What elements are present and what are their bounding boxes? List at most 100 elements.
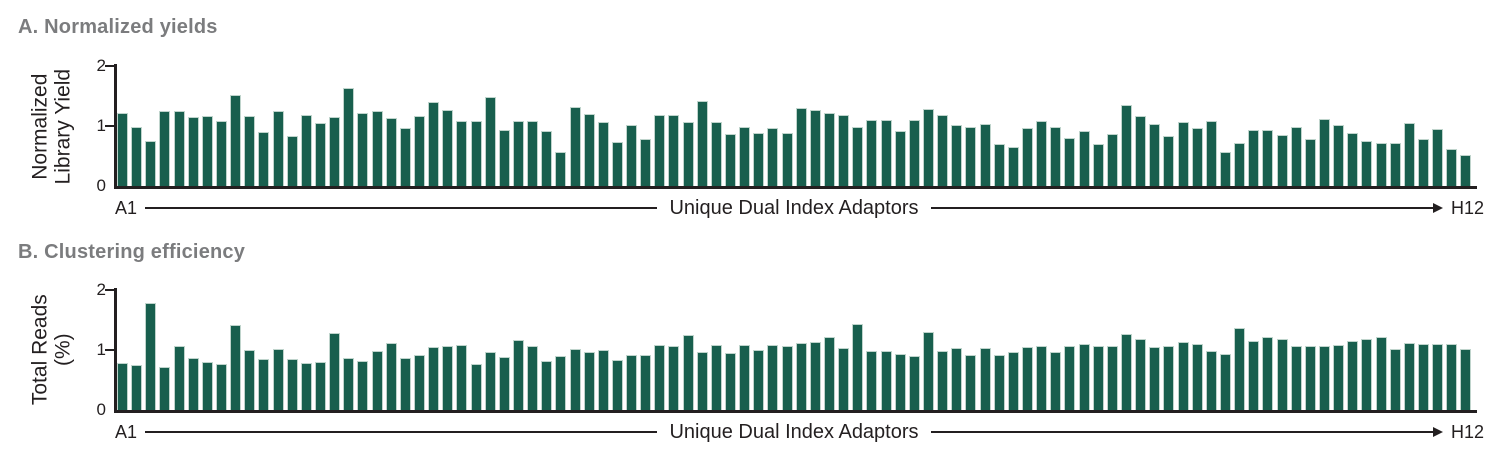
panel-b-x-axis-annotation: A1 Unique Dual Index Adaptors H12 — [115, 421, 1484, 443]
bar — [611, 360, 623, 410]
bar — [795, 108, 807, 186]
bar — [498, 357, 510, 410]
bar — [343, 88, 355, 186]
bar — [1304, 139, 1316, 186]
bar — [1149, 124, 1161, 186]
bar — [626, 125, 638, 186]
bar — [668, 346, 680, 410]
panel-a-y-axis-line — [114, 64, 117, 188]
bar — [852, 324, 864, 410]
bar — [710, 122, 722, 186]
bar — [781, 346, 793, 410]
bar — [173, 346, 185, 410]
bar — [230, 95, 242, 186]
bar — [1333, 125, 1345, 186]
panel-a-bars — [117, 66, 1472, 186]
bar — [555, 356, 567, 410]
bar — [965, 355, 977, 410]
panel-b-y-axis-label: Total Reads (%) — [28, 230, 74, 461]
bar — [1417, 344, 1429, 410]
bar — [201, 116, 213, 186]
bar — [187, 358, 199, 410]
bar — [159, 111, 171, 186]
bar — [1120, 334, 1132, 410]
bar — [1290, 346, 1302, 410]
panel-a-x-line-right-wrap — [930, 203, 1443, 213]
bar — [1460, 155, 1472, 186]
bar — [117, 113, 128, 186]
bar — [173, 111, 185, 186]
panel-a-x-axis-annotation: A1 Unique Dual Index Adaptors H12 — [115, 197, 1484, 219]
bar — [1050, 127, 1062, 186]
bar — [512, 121, 524, 186]
bar — [1078, 344, 1090, 410]
bar — [979, 124, 991, 186]
panel-a-y-tick-mark-1 — [105, 125, 114, 127]
bar — [230, 325, 242, 410]
bar — [1191, 344, 1203, 410]
bar — [1092, 144, 1104, 186]
bar — [201, 362, 213, 410]
panel-a-x-axis-line — [114, 186, 1477, 189]
panel-a-x-axis-title: Unique Dual Index Adaptors — [669, 196, 919, 219]
panel-a-y-axis-label: Normalized Library Yield — [28, 7, 74, 247]
bar — [569, 107, 581, 186]
panel-a-y-tick-mark-2 — [105, 65, 114, 67]
panel-b-y-axis-label-line2: (%) — [51, 333, 74, 367]
bar — [1318, 346, 1330, 410]
bar — [1446, 344, 1458, 410]
bar — [1276, 135, 1288, 186]
bar — [527, 121, 539, 186]
bar — [809, 342, 821, 410]
bar — [668, 115, 680, 186]
bar — [597, 122, 609, 186]
bar — [923, 109, 935, 186]
bar — [371, 351, 383, 410]
bar — [1432, 344, 1444, 410]
bar — [470, 121, 482, 186]
panel-a-y-tick-2: 2 — [96, 56, 106, 75]
panel-b-y-tick-0: 0 — [96, 400, 106, 419]
bar — [314, 123, 326, 186]
bar — [300, 363, 312, 410]
panel-b-title: B. Clustering efficiency — [18, 241, 246, 263]
panel-a-y-axis-label-line2: Library Yield — [51, 68, 74, 185]
bar — [1135, 116, 1147, 186]
bar — [258, 132, 270, 186]
bar — [880, 351, 892, 410]
bar — [215, 121, 227, 186]
bar — [187, 117, 199, 186]
bar — [456, 345, 468, 410]
bar — [908, 120, 920, 186]
panel-b-x-start-label: A1 — [115, 421, 138, 442]
bar — [1417, 139, 1429, 186]
bar — [1248, 341, 1260, 410]
bar — [1135, 339, 1147, 410]
panel-a-x-line-right — [930, 207, 1434, 209]
bar — [413, 116, 425, 186]
bar — [131, 365, 143, 410]
bar — [1460, 349, 1472, 410]
panel-b-bars — [117, 290, 1472, 410]
bar — [117, 363, 128, 410]
bar — [145, 303, 157, 410]
panel-a-x-line-left — [145, 207, 658, 209]
bar — [1163, 136, 1175, 186]
bar — [1022, 347, 1033, 410]
bar — [555, 152, 567, 186]
bar — [1205, 351, 1217, 410]
bar — [1120, 105, 1132, 186]
bar — [1050, 352, 1062, 410]
bar — [1163, 346, 1175, 410]
bar — [1304, 346, 1316, 410]
bar — [979, 348, 991, 410]
bar — [682, 122, 694, 186]
bar — [258, 359, 270, 410]
bar — [767, 128, 779, 186]
bar — [131, 127, 143, 186]
bar — [795, 343, 807, 410]
bar — [1347, 341, 1359, 410]
bar — [1375, 143, 1387, 186]
bar — [470, 364, 482, 410]
